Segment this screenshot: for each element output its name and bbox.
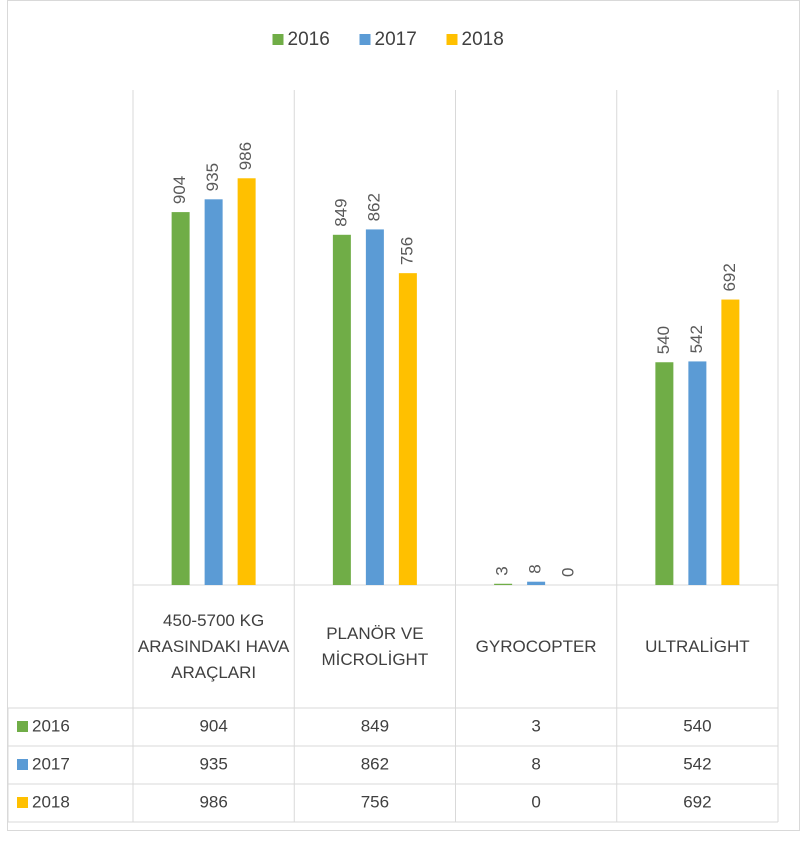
table-row-label: 2018 — [32, 792, 70, 811]
data-label: 692 — [720, 263, 739, 291]
legend-swatch — [446, 34, 458, 45]
table-row-label: 2017 — [32, 754, 70, 773]
legend-label: 2017 — [375, 29, 417, 50]
category-cell: PLANÖR VE MİCROLİGHT — [321, 623, 429, 669]
data-label: 849 — [331, 198, 350, 226]
legend-label: 2016 — [288, 29, 330, 50]
bar — [237, 178, 256, 585]
table-legend-swatch — [17, 759, 28, 770]
table-cell: 935 — [199, 754, 227, 773]
table-cell: 986 — [199, 792, 227, 811]
legend-label: 2018 — [462, 29, 504, 50]
table-cell: 756 — [361, 792, 389, 811]
bar — [204, 199, 223, 585]
category-cell: GYROCOPTER — [475, 636, 597, 656]
bar — [494, 583, 513, 585]
bar — [171, 212, 190, 585]
table-cell: 3 — [531, 716, 540, 735]
data-label: 986 — [236, 142, 255, 170]
bar — [398, 273, 417, 585]
bar — [655, 362, 674, 585]
table-legend-swatch — [17, 721, 28, 732]
category-cell: 450-5700 KG ARASINDAKI HAVA ARAÇLARI — [137, 610, 290, 682]
table-legend-swatch — [17, 797, 28, 808]
table-cell: 540 — [683, 716, 711, 735]
bar — [332, 234, 351, 585]
bar — [721, 299, 740, 585]
data-label: 540 — [654, 326, 673, 354]
data-label: 0 — [559, 568, 578, 577]
bar — [688, 361, 707, 585]
table-cell: 849 — [361, 716, 389, 735]
table-cell: 8 — [531, 754, 540, 773]
x-tick-label: PLANÖR VE MİCROLİGHT — [321, 623, 429, 669]
data-label: 542 — [687, 325, 706, 353]
data-label: 756 — [397, 237, 416, 265]
table-cell: 542 — [683, 754, 711, 773]
category-cell: ULTRALİGHT — [645, 636, 750, 656]
legend-swatch — [359, 34, 371, 45]
x-tick-label: ULTRALİGHT — [645, 636, 750, 656]
data-label: 862 — [364, 193, 383, 221]
table-row-label: 2016 — [32, 716, 70, 735]
table-cell: 862 — [361, 754, 389, 773]
bar — [527, 581, 546, 585]
x-tick-label: GYROCOPTER — [475, 636, 597, 656]
data-label: 3 — [493, 566, 512, 575]
legend-swatch — [272, 34, 284, 45]
data-label: 8 — [526, 564, 545, 573]
data-label: 935 — [203, 163, 222, 191]
table-cell: 904 — [199, 716, 227, 735]
x-tick-label: 450-5700 KG ARASINDAKI HAVA ARAÇLARI — [137, 610, 290, 682]
table-cell: 692 — [683, 792, 711, 811]
bar — [365, 229, 384, 586]
data-label: 904 — [170, 176, 189, 204]
table-cell: 0 — [531, 792, 540, 811]
